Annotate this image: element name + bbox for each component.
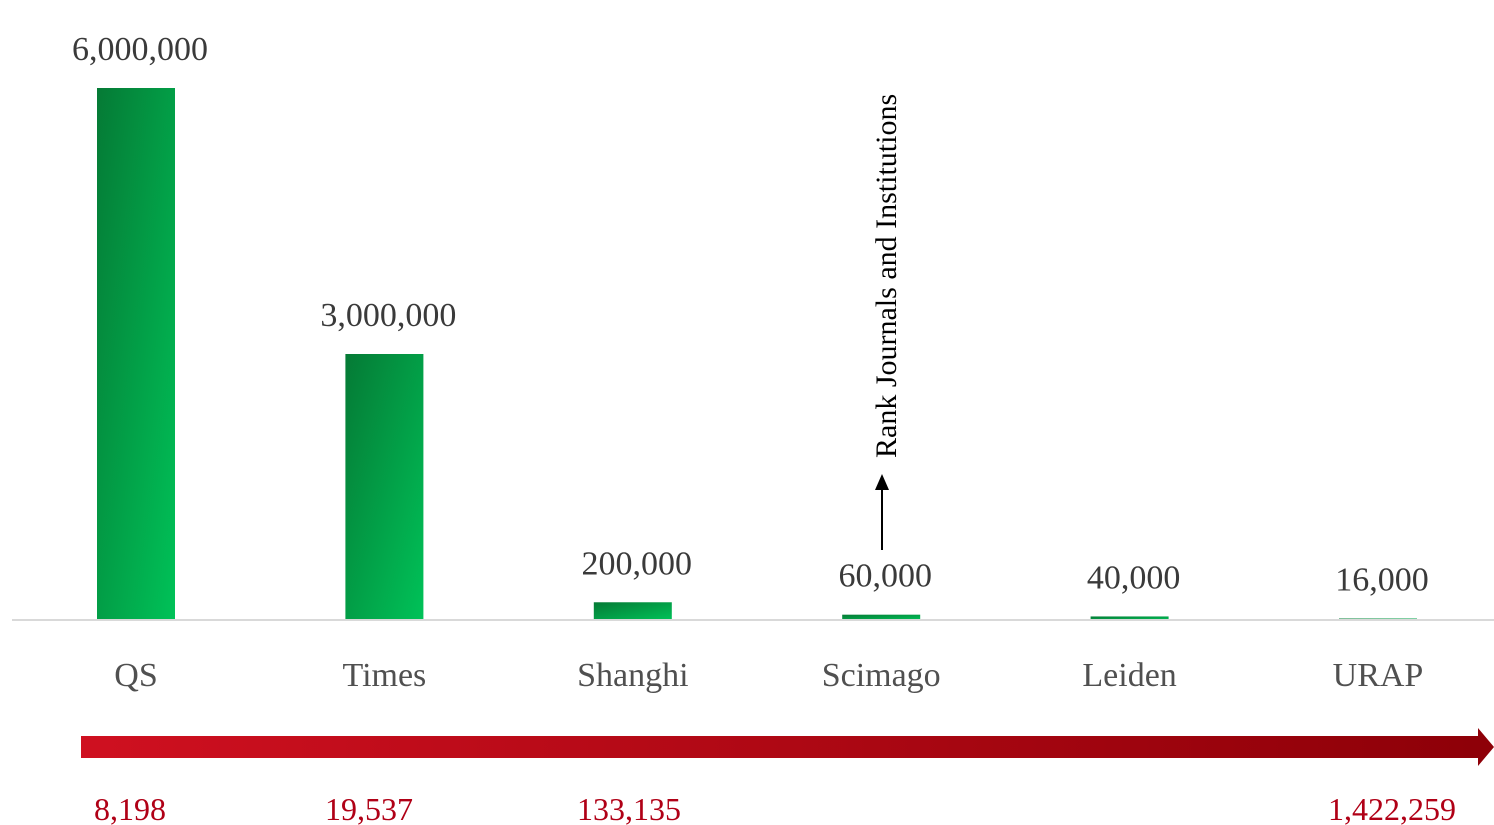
secondary-value-shanghi: 133,135 [577, 791, 681, 825]
annotation-text: Rank Journals and Institutions [870, 94, 903, 458]
category-labels-group: QS Times Shanghi Scimago Leiden URAP [114, 657, 1423, 694]
value-label-times: 3,000,000 [320, 297, 456, 334]
category-label-times: Times [343, 657, 427, 694]
bar-qs [97, 88, 175, 620]
secondary-value-times: 19,537 [325, 791, 413, 825]
bar-scimago [842, 614, 921, 620]
bar-leiden [1090, 616, 1169, 620]
annotation-arrow-head [875, 474, 889, 490]
value-label-shanghi: 200,000 [582, 545, 693, 582]
value-label-qs: 6,000,000 [72, 31, 208, 68]
bars-group [97, 88, 1417, 620]
category-label-scimago: Scimago [822, 657, 941, 694]
value-label-leiden: 40,000 [1087, 559, 1181, 596]
red-arrow-head [1478, 728, 1494, 766]
value-label-urap: 16,000 [1335, 562, 1429, 599]
secondary-value-urap: 1,422,259 [1328, 791, 1456, 825]
value-label-scimago: 60,000 [838, 558, 932, 595]
category-label-urap: URAP [1333, 657, 1424, 694]
category-label-shanghi: Shanghi [577, 657, 688, 694]
bar-shanghi [593, 602, 672, 620]
red-arrow-body [81, 736, 1478, 758]
category-label-leiden: Leiden [1082, 657, 1176, 694]
secondary-value-qs: 8,198 [94, 791, 166, 825]
annotation: Rank Journals and Institutions [870, 94, 903, 550]
category-label-qs: QS [114, 657, 157, 694]
bar-times [345, 354, 424, 620]
red-arrow [81, 728, 1494, 766]
value-labels-group: 6,000,000 3,000,000 200,000 60,000 40,000 16,… [72, 31, 1429, 599]
secondary-values-group: 8,198 19,537 133,135 1,422,259 [94, 791, 1456, 825]
